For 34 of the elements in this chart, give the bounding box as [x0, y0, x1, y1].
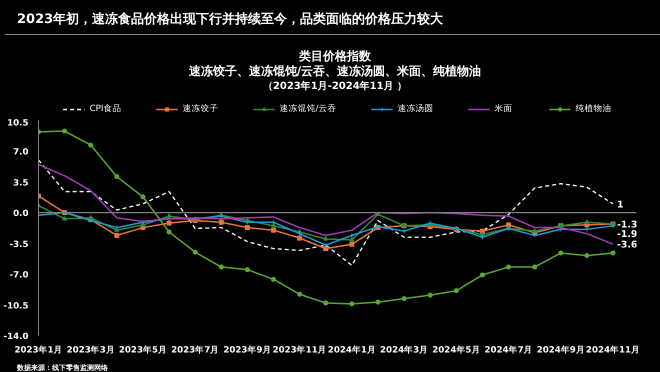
x-tick-label: 2023年9月 [223, 344, 272, 356]
x-tick-label: 2023年11月 [272, 344, 327, 356]
annotation: 1 [617, 199, 624, 210]
annotation: -1.3 [617, 220, 638, 231]
annotation: -1.9 [617, 228, 638, 240]
annotation: -3.6 [617, 240, 638, 251]
text: 速冻饺子、速冻馄饨/云吞、速冻汤圆、米面、纯植物油 [188, 64, 482, 79]
y-tick-label: 0.0 [13, 209, 29, 220]
text: （2023年1月-2024年11月 ） [262, 80, 408, 94]
x-tick-label: 2024年7月 [484, 344, 533, 356]
legend-label: 纯植物油 [575, 103, 612, 115]
chart-title: 2023年初，速冻食品价格出现下行并持续至今，品类面临的价格压力较大 [17, 11, 444, 29]
legend-label: 米面 [494, 103, 514, 115]
x-tick-label: 2024年11月 [586, 344, 640, 356]
x-tick-label: 2024年3月 [380, 344, 428, 356]
y-tick-label: -14.0 [4, 332, 29, 342]
legend-label: 速冻饺子 [182, 103, 218, 115]
x-tick-label: 2023年3月 [66, 344, 115, 356]
x-tick-label: 2024年1月 [328, 344, 376, 356]
legend-label: CPI食品 [90, 103, 122, 115]
y-tick-label: 3.5 [13, 178, 29, 188]
x-tick-label: 2024年5月 [432, 344, 480, 356]
y-tick-label: 7.0 [13, 148, 29, 158]
y-tick-label: -7.0 [10, 270, 29, 281]
legend-label: 速冻馄饨/云吞 [279, 103, 336, 115]
y-tick-label: 10.5 [7, 118, 28, 128]
x-tick-label: 2023年1月 [14, 344, 63, 356]
y-tick-label: -3.5 [10, 240, 29, 250]
x-tick-label: 2023年7月 [171, 344, 220, 356]
x-tick-label: 2024年9月 [536, 344, 585, 356]
legend-label: 速冻汤圆 [397, 103, 434, 115]
chart-subtitle: 类目价格指数 [298, 49, 372, 64]
y-tick-label: -10.5 [4, 301, 29, 312]
x-tick-label: 2023年5月 [118, 344, 168, 356]
